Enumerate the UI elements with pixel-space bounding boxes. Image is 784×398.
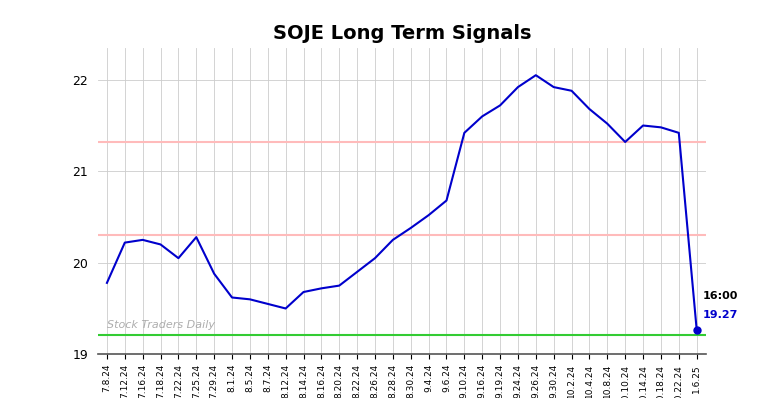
Title: SOJE Long Term Signals: SOJE Long Term Signals	[273, 24, 531, 43]
Text: 16:00: 16:00	[702, 291, 738, 301]
Text: Stock Traders Daily: Stock Traders Daily	[107, 320, 215, 330]
Text: 19.27: 19.27	[702, 310, 738, 320]
